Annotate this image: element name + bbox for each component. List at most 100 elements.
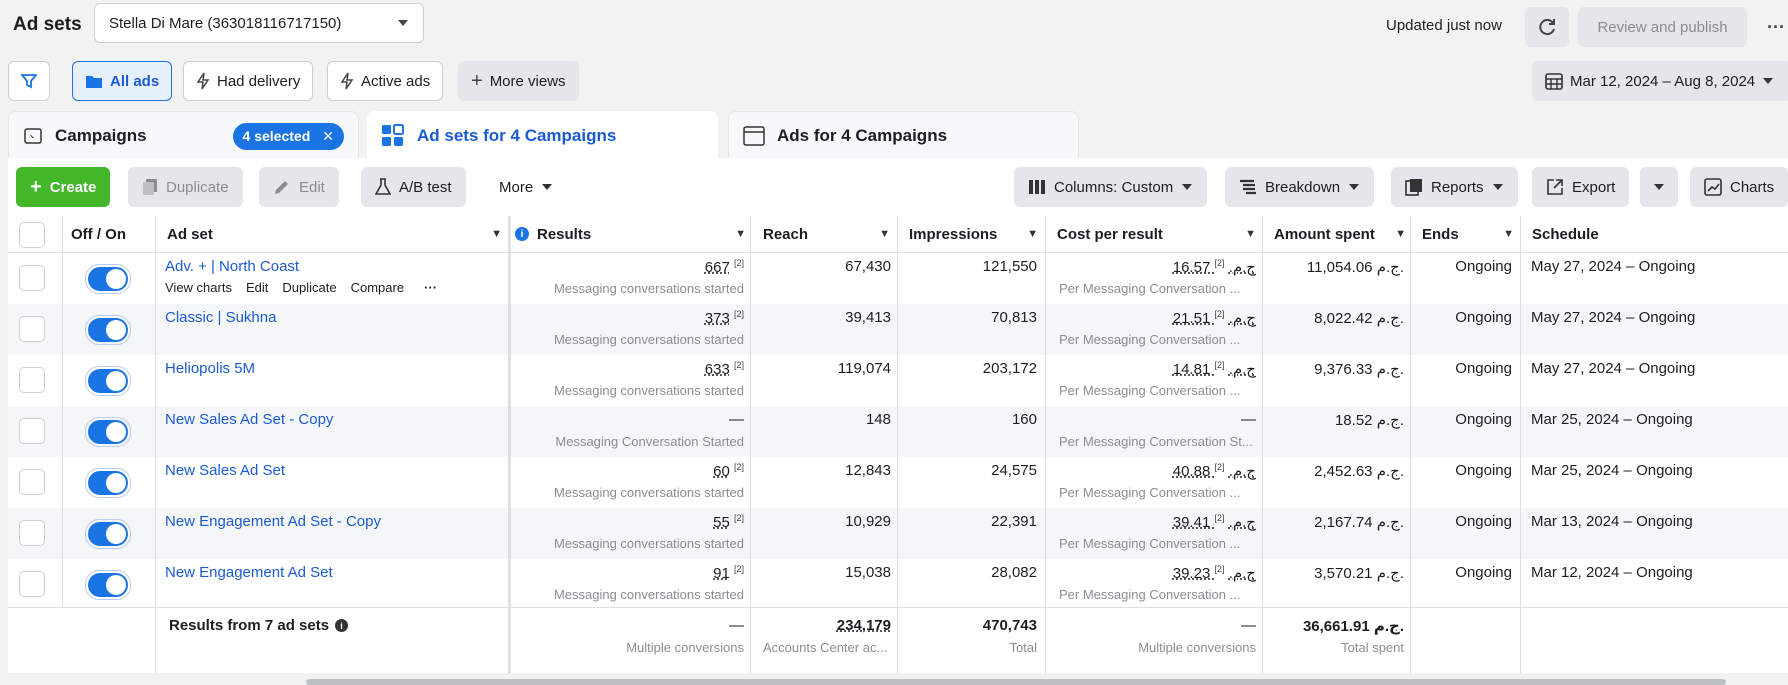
col-schedule-header[interactable]: Schedule [1532,225,1599,243]
results-value[interactable]: 60 [713,463,730,480]
sort-caret-icon[interactable]: ▼ [879,228,890,240]
row-checkbox[interactable] [19,316,45,342]
filter-button[interactable] [8,61,50,101]
col-reach-header[interactable]: Reach ▼ [763,216,890,252]
amount-cell: 9,376.33 ج.م. [1314,361,1404,378]
info-icon[interactable]: i [335,619,349,632]
adset-name-link[interactable]: Adv. + | North Coast [165,258,300,275]
review-publish-button[interactable]: Review and publish [1578,7,1747,47]
row-toggle[interactable] [85,570,131,600]
adset-name-link[interactable]: Heliopolis 5M [165,360,256,377]
table-row[interactable] [8,406,1788,457]
close-icon[interactable]: ✕ [322,127,334,144]
table-row[interactable] [8,253,1788,304]
col-adset-header[interactable]: Ad set ▼ [167,216,502,252]
col-ends-header[interactable]: Ends ▼ [1422,216,1514,252]
charts-button[interactable]: Charts [1690,167,1788,207]
export-dropdown-button[interactable] [1640,167,1678,207]
adset-name-link[interactable]: New Engagement Ad Set - Copy [165,513,381,530]
more-views-button[interactable]: + More views [458,61,579,101]
results-value[interactable]: 91 [713,565,730,582]
date-range-picker[interactable]: Mar 12, 2024 – Aug 8, 2024 [1532,61,1788,101]
reports-button[interactable]: Reports [1391,167,1518,207]
row-toggle[interactable] [85,519,131,549]
totals-reach[interactable]: 234,179 [836,617,891,634]
view-had-delivery[interactable]: Had delivery [183,61,314,101]
ab-test-label: A/B test [399,178,452,196]
create-button[interactable]: + Create [16,167,111,207]
row-checkbox[interactable] [19,265,45,291]
breakdown-button[interactable]: Breakdown [1225,167,1375,207]
table-row[interactable] [8,304,1788,355]
row-toggle[interactable] [85,468,131,498]
create-label: Create [49,178,97,196]
select-all-checkbox[interactable] [19,222,45,248]
row-toggle[interactable] [85,264,131,294]
horizontal-scrollbar[interactable] [306,679,1726,685]
col-results-header[interactable]: i Results ▼ [515,216,746,252]
table-row[interactable] [8,508,1788,559]
col-amount-header[interactable]: Amount spent ▼ [1274,216,1406,252]
results-value[interactable]: 667 [704,259,730,276]
more-options-icon[interactable]: ··· [1767,16,1785,37]
edit-link[interactable]: Edit [245,280,269,295]
adset-name-link[interactable]: New Sales Ad Set [165,462,286,479]
sort-caret-icon[interactable]: ▼ [1245,228,1256,240]
cost-value[interactable]: 16.57 ج.م. [1172,259,1256,276]
row-toggle[interactable] [85,366,131,396]
row-checkbox[interactable] [19,571,45,597]
duplicate-link[interactable]: Duplicate [282,280,337,295]
cost-value[interactable]: 40.88 ج.م. [1172,463,1256,480]
selected-badge[interactable]: 4 selected ✕ [232,122,344,150]
cost-value[interactable]: 39.23 ج.م. [1172,565,1256,582]
sort-caret-icon[interactable]: ▼ [1395,228,1406,240]
table-row[interactable] [8,457,1788,508]
tab-ads[interactable]: Ads for 4 Campaigns [728,111,1079,161]
adset-name-link[interactable]: New Engagement Ad Set [165,564,333,581]
table-row[interactable] [8,355,1788,406]
view-all-ads[interactable]: All ads [72,61,173,101]
cost-value[interactable]: 39.41 ج.م. [1172,514,1256,531]
row-checkbox[interactable] [19,367,45,393]
totals-cost-sub: Multiple conversions [1138,640,1256,655]
adset-name-link[interactable]: New Sales Ad Set - Copy [165,411,334,428]
amount-cell: 2,167.74 ج.م. [1314,514,1404,531]
row-checkbox[interactable] [19,469,45,495]
account-dropdown[interactable]: Stella Di Mare (363018116717150) [94,3,424,43]
tab-adsets[interactable]: Ad sets for 4 Campaigns [367,111,718,161]
row-checkbox[interactable] [19,520,45,546]
columns-icon [1029,180,1045,194]
col-offon-header[interactable]: Off / On [71,225,126,243]
info-icon[interactable]: i [515,227,529,241]
edit-button[interactable]: Edit [259,167,339,207]
sort-caret-icon[interactable]: ▼ [735,228,746,240]
view-charts-link[interactable]: View charts [165,280,232,295]
ab-test-button[interactable]: A/B test [361,167,466,207]
results-value[interactable]: 373 [704,310,730,327]
more-options-icon[interactable]: ··· [424,280,438,295]
refresh-button[interactable] [1525,7,1569,47]
row-toggle[interactable] [85,417,131,447]
compare-link[interactable]: Compare [350,280,405,295]
export-button[interactable]: Export [1532,167,1630,207]
cost-value[interactable]: 21.51 ج.م. [1172,310,1256,327]
view-active-ads[interactable]: Active ads [327,61,444,101]
sort-caret-icon[interactable]: ▼ [1503,228,1514,240]
tab-campaigns[interactable]: Campaigns 4 selected ✕ [8,111,359,161]
sort-caret-icon[interactable]: ▼ [491,228,502,240]
results-value[interactable]: 55 [713,514,730,531]
row-toggle[interactable] [85,315,131,345]
columns-button[interactable]: Columns: Custom [1014,167,1208,207]
col-impressions-header[interactable]: Impressions ▼ [909,216,1038,252]
results-value[interactable]: 633 [704,361,730,378]
table-row[interactable] [8,559,1788,610]
sort-caret-icon[interactable]: ▼ [1027,228,1038,240]
duplicate-button[interactable]: Duplicate [128,167,243,207]
row-checkbox[interactable] [19,418,45,444]
ends-cell: Ongoing [1455,258,1512,275]
impressions-cell: 160 [1011,411,1037,428]
col-cost-header[interactable]: Cost per result ▼ [1057,216,1256,252]
more-button[interactable]: More [485,167,567,207]
adset-name-link[interactable]: Classic | Sukhna [165,309,277,326]
cost-value[interactable]: 14.81 ج.م. [1172,361,1256,378]
